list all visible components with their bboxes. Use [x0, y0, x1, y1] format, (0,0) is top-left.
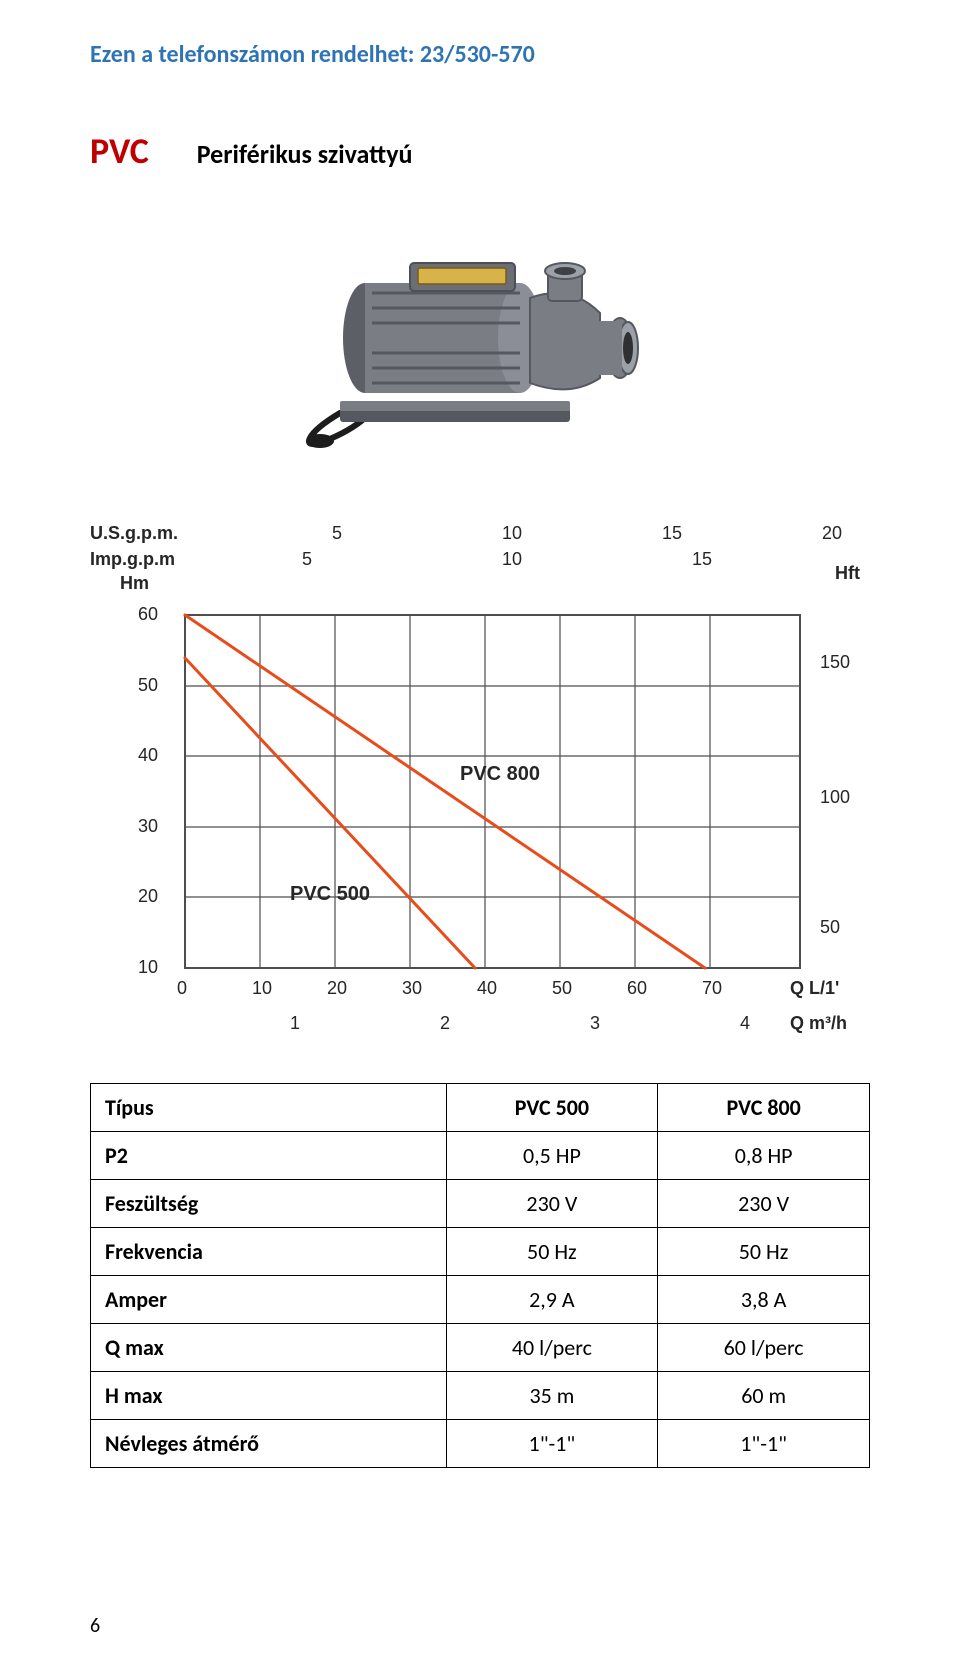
row-value: 40 l/perc: [446, 1324, 658, 1372]
table-row: H max35 m60 m: [91, 1372, 870, 1420]
row-value: 2,9 A: [446, 1276, 658, 1324]
row-value: 50 Hz: [446, 1228, 658, 1276]
chart-tick: 40: [138, 745, 158, 766]
pump-figure: [90, 193, 870, 473]
chart-tick: 1: [290, 1013, 300, 1034]
chart-tick: 5: [332, 523, 342, 544]
chart-tick: 10: [138, 957, 158, 978]
col-model-2: PVC 800: [658, 1084, 870, 1132]
chart-tick: 60: [138, 604, 158, 625]
chart-tick: 50: [552, 978, 572, 999]
chart-tick: 40: [477, 978, 497, 999]
table-row: Amper2,9 A3,8 A: [91, 1276, 870, 1324]
row-value: 60 l/perc: [658, 1324, 870, 1372]
row-value: 50 Hz: [658, 1228, 870, 1276]
row-value: 3,8 A: [658, 1276, 870, 1324]
row-value: 230 V: [446, 1180, 658, 1228]
product-subtitle: Periférikus szivattyú: [197, 138, 413, 170]
row-value: 230 V: [658, 1180, 870, 1228]
row-label: Q max: [91, 1324, 447, 1372]
chart-tick: 20: [327, 978, 347, 999]
chart-tick: 20: [138, 886, 158, 907]
chart-tick: 150: [820, 652, 850, 673]
page-number: 6: [90, 1614, 100, 1638]
order-header: Ezen a telefonszámon rendelhet: 23/530-5…: [90, 40, 870, 69]
chart-tick: 60: [627, 978, 647, 999]
row-value: 1"-1": [446, 1420, 658, 1468]
chart-tick: 15: [692, 549, 712, 570]
axis-label-qm3h: Q m³/h: [790, 1013, 847, 1034]
chart-tick: 5: [302, 549, 312, 570]
col-model-1: PVC 500: [446, 1084, 658, 1132]
row-value: 35 m: [446, 1372, 658, 1420]
row-label: Feszültség: [91, 1180, 447, 1228]
chart-tick: 30: [402, 978, 422, 999]
pump-icon: [270, 213, 690, 453]
row-value: 0,5 HP: [446, 1132, 658, 1180]
chart-tick: 4: [740, 1013, 750, 1034]
chart-tick: 0: [177, 978, 187, 999]
col-type: Típus: [91, 1084, 447, 1132]
chart-tick: 30: [138, 816, 158, 837]
chart-tick: 10: [252, 978, 272, 999]
row-label: Névleges átmérő: [91, 1420, 447, 1468]
chart-tick: 10: [502, 549, 522, 570]
row-value: 0,8 HP: [658, 1132, 870, 1180]
axis-label-ql1: Q L/1': [790, 978, 839, 999]
row-value: 60 m: [658, 1372, 870, 1420]
table-row: Frekvencia50 Hz50 Hz: [91, 1228, 870, 1276]
table-row: Névleges átmérő1"-1"1"-1": [91, 1420, 870, 1468]
row-label: Frekvencia: [91, 1228, 447, 1276]
product-code: PVC: [90, 129, 149, 173]
chart-tick: 50: [820, 917, 840, 938]
title-row: PVC Periférikus szivattyú: [90, 129, 870, 173]
table-row: P20,5 HP0,8 HP: [91, 1132, 870, 1180]
row-value: 1"-1": [658, 1420, 870, 1468]
spec-table: Típus PVC 500 PVC 800 P20,5 HP0,8 HPFesz…: [90, 1083, 870, 1468]
chart-tick: 100: [820, 787, 850, 808]
chart-tick: 3: [590, 1013, 600, 1034]
series-label: PVC 500: [290, 883, 370, 906]
table-row: Q max40 l/perc60 l/perc: [91, 1324, 870, 1372]
axis-label-usgpm: U.S.g.p.m.: [90, 523, 178, 544]
performance-chart: U.S.g.p.m. 5101520 Imp.g.p.m 51015 Hm Hf…: [90, 523, 890, 1043]
axis-label-impgpm: Imp.g.p.m: [90, 549, 175, 570]
row-label: Amper: [91, 1276, 447, 1324]
chart-tick: 50: [138, 675, 158, 696]
chart-plot: [90, 573, 890, 1003]
series-label: PVC 800: [460, 763, 540, 786]
spec-header-row: Típus PVC 500 PVC 800: [91, 1084, 870, 1132]
row-label: P2: [91, 1132, 447, 1180]
row-label: H max: [91, 1372, 447, 1420]
chart-tick: 15: [662, 523, 682, 544]
table-row: Feszültség230 V230 V: [91, 1180, 870, 1228]
chart-tick: 2: [440, 1013, 450, 1034]
chart-tick: 70: [702, 978, 722, 999]
chart-tick: 20: [822, 523, 842, 544]
chart-tick: 10: [502, 523, 522, 544]
